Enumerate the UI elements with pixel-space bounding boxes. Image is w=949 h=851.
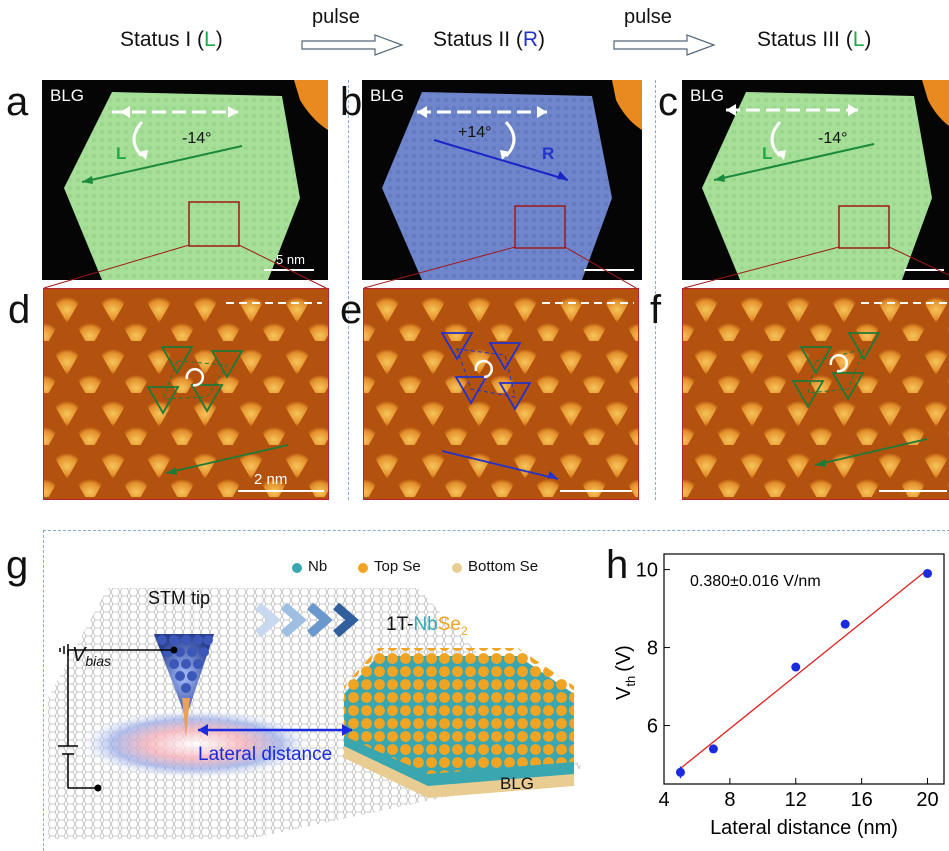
panel-letter-h: h	[606, 543, 629, 587]
schematic-blg-label: BLG	[500, 774, 535, 793]
column-separator-1	[348, 80, 349, 500]
lattice-d	[44, 289, 328, 499]
y-axis-label: Vth(V)	[613, 645, 638, 700]
y-tick-label: 8	[647, 638, 658, 660]
pulse-arrow-1-icon	[301, 34, 404, 56]
chart-h: 4 8 12 16 20 6 8 10 0.380±0.016 V/nm Lateral di…	[613, 553, 945, 839]
panel-letter-f: f	[650, 288, 662, 332]
lateral-distance-label: Lateral distance	[198, 744, 333, 765]
data-point	[708, 744, 718, 754]
status-3-title: Status III (L)	[757, 28, 872, 51]
panel-a-scale: 5 nm	[276, 252, 305, 267]
legend-bottom-se: Bottom Se	[468, 558, 539, 575]
lattice-e	[364, 289, 638, 499]
zoom-image-d: 2 nm	[43, 288, 329, 500]
plot-frame	[663, 553, 945, 785]
panel-b-hand: R	[542, 144, 555, 163]
x-tick-label: 16	[851, 789, 873, 811]
status-1-title: Status I (L)	[120, 28, 223, 51]
status-2-title: Status II (R)	[433, 28, 546, 51]
column-separator-2	[655, 80, 656, 500]
stm-image-c: BLG -14° L	[682, 80, 949, 280]
panel-c-tag: BLG	[690, 86, 725, 105]
legend-top-se: Top Se	[374, 558, 421, 575]
stm-flake-c	[702, 80, 949, 280]
panel-letter-b: b	[340, 80, 363, 124]
panel-a-hand: L	[116, 144, 127, 163]
panel-letter-a: a	[6, 80, 29, 124]
data-point	[840, 619, 850, 629]
stm-flake-a	[64, 80, 328, 280]
zoom-image-f	[682, 288, 949, 500]
data-point	[675, 767, 685, 777]
data-point	[923, 568, 933, 578]
stm-image-b: BLG +14° R	[362, 80, 642, 280]
x-axis-label: Lateral distance (nm)	[710, 817, 898, 839]
nb-dot-icon	[292, 563, 302, 573]
vbias-label: Vbias	[72, 644, 112, 669]
data-point	[791, 662, 801, 672]
y-tick-label: 6	[647, 716, 658, 738]
legend-nb: Nb	[308, 558, 328, 575]
zoom-image-e	[363, 288, 639, 500]
x-tick-label: 20	[916, 789, 938, 811]
panel-c-angle: -14°	[818, 130, 848, 147]
top-se-dot-icon	[358, 563, 368, 573]
panel-letter-e: e	[340, 288, 363, 332]
svg-text:Vth(V): Vth(V)	[613, 645, 638, 700]
material-label: 1T-NbSe2	[386, 614, 468, 638]
stm-image-a: BLG -14° L 5 nm	[42, 80, 328, 280]
pulse-label-1: pulse	[312, 6, 360, 28]
schematic-drawing	[48, 588, 583, 839]
schematic-g: Nb Top Se Bottom Se STM tip 1T-NbSe2 Vbi…	[48, 548, 588, 839]
bottom-frame	[43, 530, 949, 851]
panel-c-hand: L	[762, 144, 773, 163]
zoom-connectors	[43, 245, 949, 289]
bottom-se-dot-icon	[452, 563, 462, 573]
pulse-arrow-2-icon	[613, 34, 716, 56]
panel-letter-g: g	[6, 543, 29, 587]
lattice-f	[683, 289, 949, 499]
pulse-label-2: pulse	[624, 6, 672, 28]
x-tick-label: 8	[724, 789, 735, 811]
stm-flake-b	[382, 80, 642, 280]
panel-b-angle: +14°	[458, 124, 492, 141]
fit-line	[680, 569, 928, 769]
y-tick-label: 10	[636, 560, 658, 582]
x-tick-label: 12	[785, 789, 807, 811]
panel-a-tag: BLG	[50, 86, 85, 105]
chart-annotation: 0.380±0.016 V/nm	[690, 573, 821, 590]
panel-letter-d: d	[8, 288, 31, 332]
panel-b-tag: BLG	[370, 86, 405, 105]
panel-d-scale: 2 nm	[254, 471, 288, 488]
stm-tip-label: STM tip	[148, 588, 211, 608]
x-tick-label: 4	[658, 789, 669, 811]
panel-letter-c: c	[658, 80, 678, 124]
panel-a-angle: -14°	[182, 130, 212, 147]
